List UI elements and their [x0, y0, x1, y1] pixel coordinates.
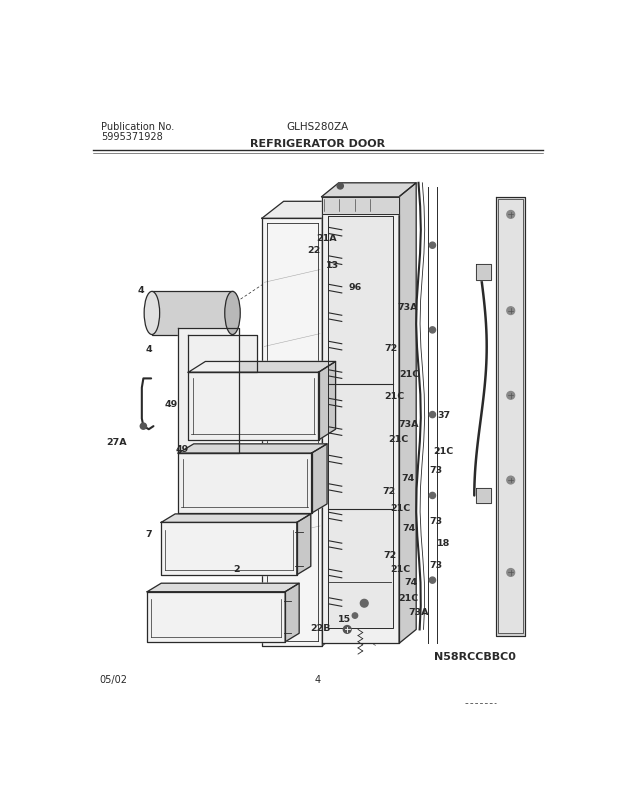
Text: 73A: 73A: [409, 607, 429, 617]
Circle shape: [140, 423, 146, 429]
Circle shape: [429, 327, 435, 333]
Circle shape: [507, 307, 515, 314]
Text: 21A: 21A: [316, 234, 337, 243]
Circle shape: [507, 211, 515, 219]
Text: 27A: 27A: [107, 438, 127, 447]
Text: 74: 74: [405, 578, 418, 588]
Polygon shape: [188, 372, 319, 440]
Text: 72: 72: [384, 344, 397, 352]
Text: 49: 49: [164, 400, 178, 409]
Text: 18: 18: [437, 539, 450, 548]
Text: 21C: 21C: [433, 447, 454, 456]
Text: 73A: 73A: [399, 420, 419, 428]
Polygon shape: [328, 216, 393, 628]
Text: 37: 37: [437, 411, 450, 420]
Text: N58RCCBBC0: N58RCCBBC0: [434, 652, 516, 662]
Text: 05/02: 05/02: [99, 676, 127, 685]
Text: 74: 74: [402, 524, 415, 532]
Text: 21C: 21C: [390, 565, 410, 574]
Polygon shape: [161, 514, 311, 523]
Text: 22B: 22B: [310, 624, 330, 633]
Text: GLHS280ZA: GLHS280ZA: [286, 123, 349, 132]
Text: 13: 13: [326, 261, 339, 270]
Text: eReplacementParts.com: eReplacementParts.com: [222, 419, 391, 433]
Polygon shape: [476, 488, 491, 503]
Polygon shape: [319, 361, 335, 440]
Text: 21C: 21C: [388, 435, 409, 444]
Text: 72: 72: [383, 487, 396, 496]
Text: 49: 49: [175, 445, 189, 455]
Ellipse shape: [144, 291, 160, 334]
Polygon shape: [322, 196, 399, 643]
Polygon shape: [322, 196, 399, 214]
Polygon shape: [148, 592, 285, 642]
Text: Publication No.: Publication No.: [100, 123, 174, 132]
Circle shape: [360, 600, 368, 607]
Polygon shape: [188, 361, 335, 372]
Circle shape: [429, 412, 435, 417]
Polygon shape: [399, 183, 416, 643]
Polygon shape: [297, 514, 311, 575]
Polygon shape: [322, 201, 344, 645]
Circle shape: [343, 626, 351, 634]
Circle shape: [507, 569, 515, 577]
Text: 5995371928: 5995371928: [100, 131, 162, 142]
Polygon shape: [496, 196, 526, 635]
Polygon shape: [262, 201, 344, 219]
Text: 96: 96: [348, 283, 362, 291]
Circle shape: [337, 183, 343, 189]
Polygon shape: [188, 334, 257, 372]
Text: 73: 73: [429, 466, 442, 474]
Polygon shape: [179, 453, 312, 513]
Circle shape: [507, 476, 515, 484]
Text: 22: 22: [308, 246, 321, 255]
Text: 4: 4: [145, 345, 152, 355]
Text: 72: 72: [383, 551, 396, 560]
Text: 21C: 21C: [390, 504, 410, 513]
Polygon shape: [179, 444, 327, 453]
Text: 21C: 21C: [384, 392, 405, 402]
Text: 73A: 73A: [398, 303, 419, 312]
Text: 4: 4: [138, 286, 144, 295]
Polygon shape: [179, 328, 239, 453]
Text: 21C: 21C: [399, 370, 419, 379]
Text: REFRIGERATOR DOOR: REFRIGERATOR DOOR: [250, 139, 385, 150]
Polygon shape: [262, 219, 322, 645]
Circle shape: [507, 391, 515, 399]
Polygon shape: [312, 444, 327, 513]
Circle shape: [429, 493, 435, 498]
Polygon shape: [476, 265, 491, 280]
Circle shape: [429, 577, 435, 583]
Text: 73: 73: [429, 562, 442, 570]
Polygon shape: [322, 183, 416, 196]
Circle shape: [352, 613, 358, 619]
Bar: [152, 291, 232, 334]
Text: 2: 2: [232, 565, 239, 574]
Polygon shape: [161, 523, 297, 575]
Text: 4: 4: [315, 676, 321, 685]
Polygon shape: [148, 583, 299, 592]
Bar: [498, 199, 523, 634]
Circle shape: [429, 242, 435, 248]
Text: 74: 74: [402, 474, 415, 482]
Text: 21C: 21C: [398, 594, 419, 603]
Text: 15: 15: [338, 615, 351, 624]
Polygon shape: [285, 583, 299, 642]
Text: 73: 73: [429, 517, 442, 527]
Ellipse shape: [224, 291, 241, 334]
Text: 7: 7: [145, 530, 152, 539]
